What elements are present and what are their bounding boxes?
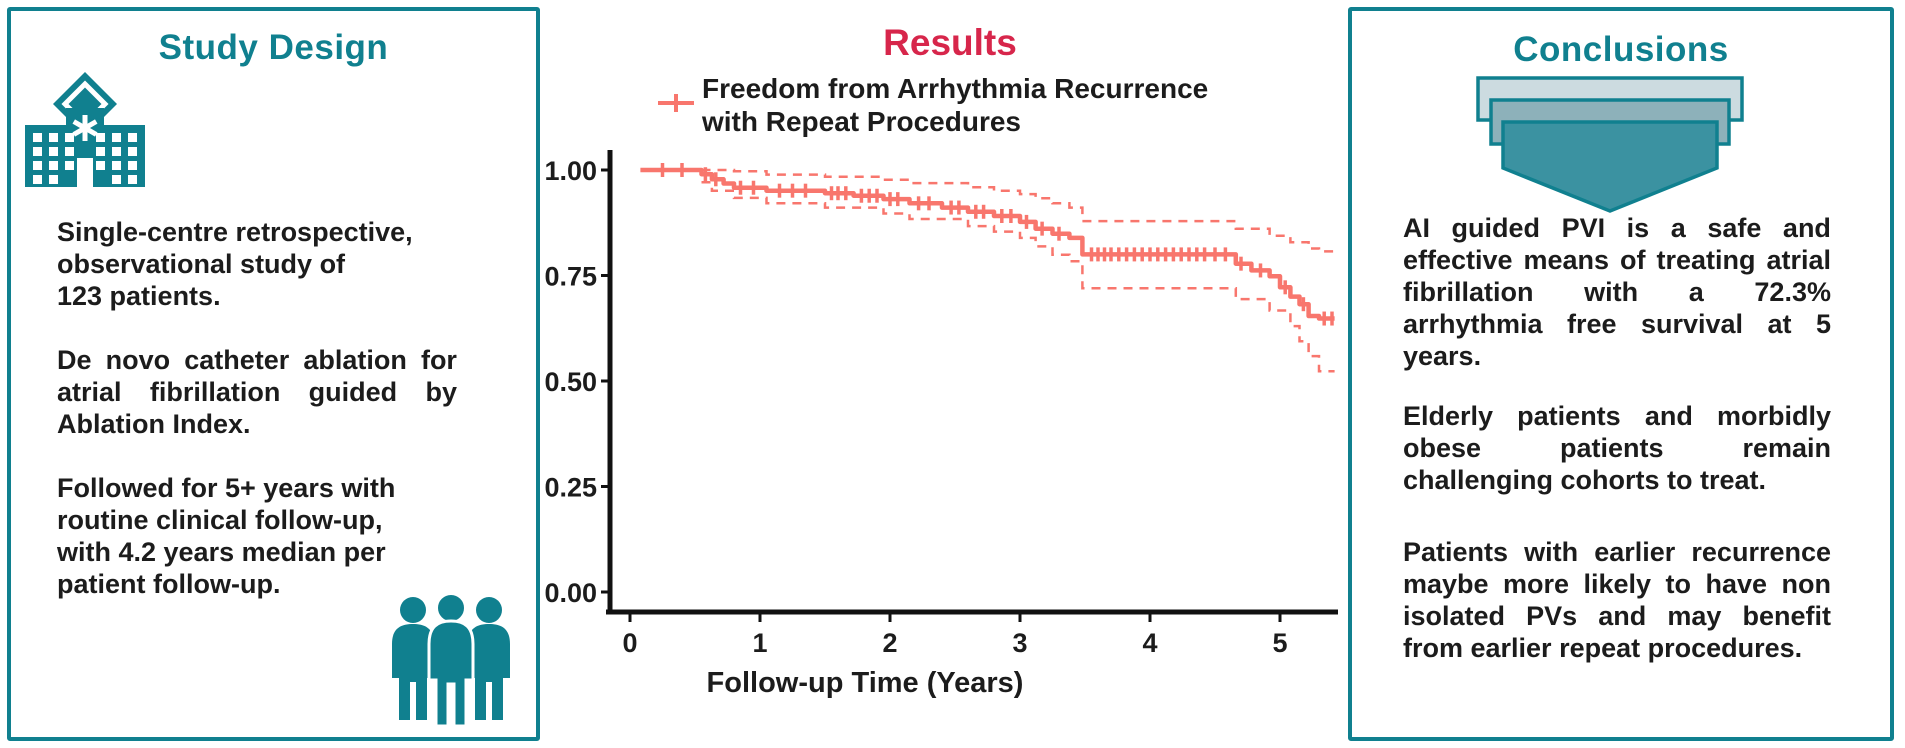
text-line: AI guided PVI is a safe and — [1403, 213, 1831, 243]
text-line: isolated PVs and may benefit — [1403, 601, 1831, 631]
svg-text:0.00: 0.00 — [544, 578, 597, 608]
svg-text:1.00: 1.00 — [544, 156, 597, 186]
legend-censor-marker-icon — [658, 94, 694, 112]
text-line: from earlier repeat procedures. — [1403, 633, 1803, 663]
svg-text:2: 2 — [882, 628, 897, 658]
x-axis-title: Follow-up Time (Years) — [707, 667, 1024, 699]
svg-text:0.50: 0.50 — [544, 367, 597, 397]
svg-text:3: 3 — [1012, 628, 1027, 658]
study-design-paragraph-3: Followed for 5+ years with routine clinic… — [57, 472, 457, 600]
text-line: maybe more likely to have non — [1403, 569, 1831, 599]
svg-text:1: 1 — [752, 628, 767, 658]
y-axis-ticks: 1.00 0.75 0.50 0.25 0.00 — [544, 156, 609, 608]
study-design-paragraph-1: Single-centre retrospective, observationa… — [57, 216, 457, 312]
confidence-interval-curves — [701, 168, 1335, 373]
patients-group-icon — [392, 592, 510, 728]
kaplan-meier-chart: 1.00 0.75 0.50 0.25 0.00 0 1 2 3 4 5 Follow-up Time… — [544, 150, 1338, 699]
study-design-panel: Study Design — [7, 7, 540, 741]
conclusions-paragraph-2: Elderly patients and morbidly obese patients r… — [1403, 400, 1831, 496]
conclusions-panel: Conclusions AI guided PVI is a safe and effecti… — [1348, 7, 1894, 741]
text-line: Followed for 5+ years with — [57, 473, 396, 503]
svg-text:4: 4 — [1142, 628, 1157, 658]
svg-text:0.25: 0.25 — [544, 473, 597, 503]
text-line: routine clinical follow-up, — [57, 505, 383, 535]
text-line: effective means of treating atrial — [1403, 245, 1831, 275]
text-line: observational study of — [57, 249, 346, 279]
svg-text:5: 5 — [1272, 628, 1287, 658]
text-line: arrhythmia free survival at 5 — [1403, 309, 1831, 339]
text-line: challenging cohorts to treat. — [1403, 465, 1767, 495]
results-title: Results — [883, 22, 1017, 63]
legend-label-line-1: Freedom from Arrhythmia Recurrence — [702, 73, 1209, 104]
conclusions-paragraph-1: AI guided PVI is a safe and effective means of tre… — [1403, 212, 1831, 372]
legend-label: Freedom from Arrhythmia Recurrence with … — [702, 72, 1208, 138]
axes — [606, 150, 1338, 615]
text-line: patient follow-up. — [57, 569, 281, 599]
study-design-title: Study Design — [158, 28, 389, 67]
conclusions-paragraph-3: Patients with earlier recurrence maybe more li… — [1403, 536, 1831, 664]
text-line: atrial fibrillation guided by — [57, 377, 457, 407]
text-line: Ablation Index. — [57, 409, 251, 439]
text-line: Patients with earlier recurrence — [1403, 537, 1831, 567]
conclusions-title: Conclusions — [1513, 30, 1729, 69]
survival-curve — [640, 167, 1335, 321]
hospital-icon — [25, 72, 145, 187]
text-line: obese patients remain — [1403, 433, 1831, 463]
legend-label-line-2: with Repeat Procedures — [702, 106, 1021, 137]
text-line: Elderly patients and morbidly — [1403, 401, 1831, 431]
study-design-paragraph-2: De novo catheter ablation for atrial fibrillat… — [57, 344, 457, 440]
text-line: 123 patients. — [57, 281, 221, 311]
text-line: fibrillation with a 72.3% — [1403, 277, 1831, 307]
text-line: De novo catheter ablation for — [57, 345, 457, 375]
text-line: years. — [1403, 341, 1482, 371]
hospital-windows-right — [96, 133, 137, 184]
funnel-icon — [1476, 76, 1744, 213]
hospital-asterisk — [72, 115, 98, 141]
hospital-windows-left — [33, 133, 74, 184]
svg-text:0: 0 — [622, 628, 637, 658]
x-axis-ticks: 0 1 2 3 4 5 — [622, 613, 1288, 658]
censor-marks — [660, 163, 1334, 326]
hospital-door — [77, 158, 93, 187]
text-line: with 4.2 years median per — [57, 537, 386, 567]
text-line: Single-centre retrospective, — [57, 217, 413, 247]
svg-text:0.75: 0.75 — [544, 262, 597, 292]
